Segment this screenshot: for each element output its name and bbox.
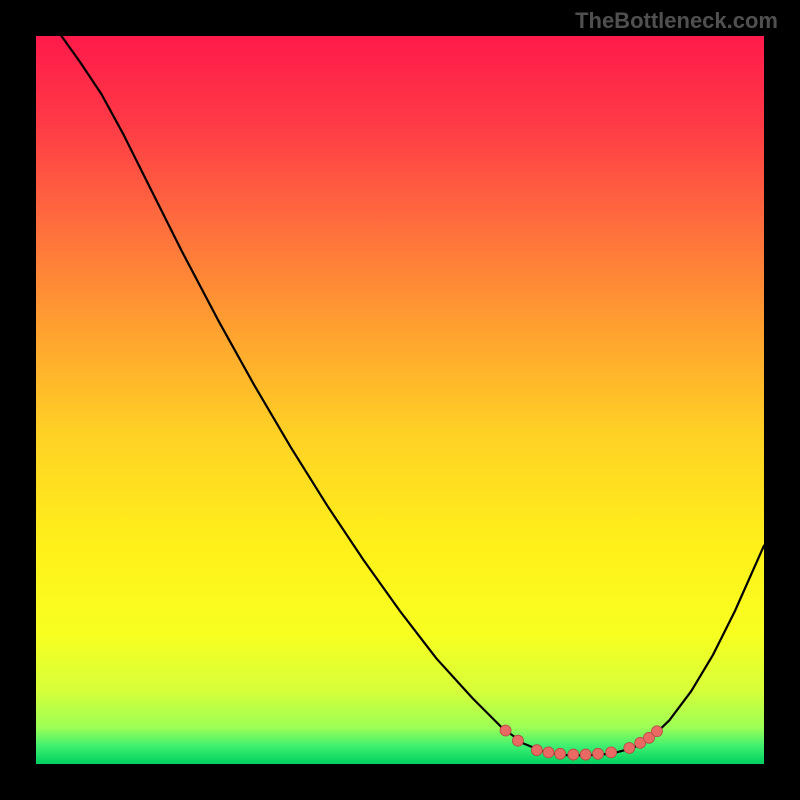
marker-point [606, 747, 617, 758]
marker-point [500, 725, 511, 736]
chart-container: TheBottleneck.com [0, 0, 800, 800]
gradient-background [36, 36, 764, 764]
marker-point [512, 735, 523, 746]
marker-point [580, 749, 591, 760]
plot-area [36, 36, 764, 764]
marker-point [568, 749, 579, 760]
marker-point [531, 745, 542, 756]
marker-point [593, 748, 604, 759]
watermark-text: TheBottleneck.com [575, 8, 778, 34]
marker-point [651, 726, 662, 737]
marker-point [555, 748, 566, 759]
marker-point [543, 747, 554, 758]
marker-point [624, 742, 635, 753]
plot-svg [36, 36, 764, 764]
